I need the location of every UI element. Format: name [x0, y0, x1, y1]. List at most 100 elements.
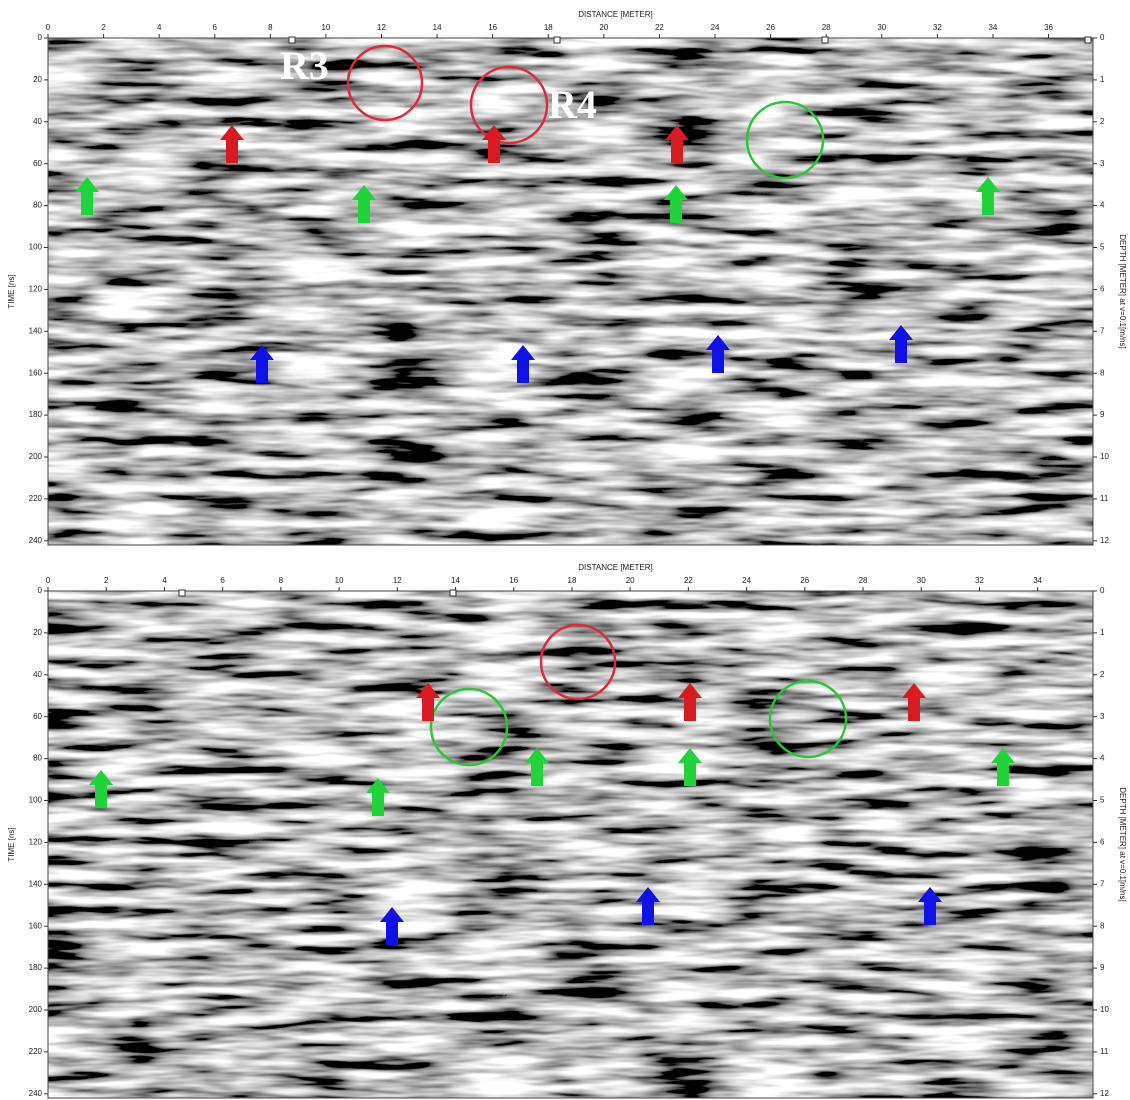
y-tick-label: 240: [29, 1089, 43, 1098]
y-tick-label: 140: [29, 879, 43, 888]
marker-square: [553, 36, 561, 44]
x-tick-label: 26: [766, 23, 775, 32]
arrow: [678, 748, 702, 786]
x-tick-label: 12: [377, 23, 386, 32]
highlight-circle: [346, 44, 424, 122]
y2-tick-label: 12: [1100, 1089, 1109, 1098]
y2-tick-label: 2: [1100, 117, 1105, 126]
y2-tick-label: 5: [1100, 796, 1105, 805]
y2-tick-label: 0: [1100, 586, 1105, 595]
arrow: [380, 907, 404, 945]
x-tick-label: 32: [933, 23, 942, 32]
y2-tick-label: 6: [1100, 838, 1105, 847]
y2-tick-label: 11: [1100, 494, 1109, 503]
marker-square: [449, 589, 457, 597]
x-tick-label: 16: [488, 23, 497, 32]
y2-tick-label: 11: [1100, 1047, 1109, 1056]
y-tick-label: 0: [38, 33, 43, 42]
arrow: [664, 185, 688, 223]
y-tick-label: 160: [29, 368, 43, 377]
marker-square: [288, 36, 296, 44]
y-axis-title: TIME [ns]: [7, 274, 16, 308]
y-tick-label: 100: [29, 796, 43, 805]
x-tick-label: 26: [800, 576, 809, 585]
y2-tick-label: 10: [1100, 452, 1109, 461]
highlight-circle: [469, 65, 549, 145]
y-axis-title: TIME [ns]: [7, 827, 16, 861]
highlight-circle: [745, 100, 825, 180]
x-tick-label: 6: [213, 23, 218, 32]
y2-tick-label: 2: [1100, 670, 1105, 679]
y-tick-label: 160: [29, 921, 43, 930]
highlight-circle: [429, 687, 509, 767]
y2-tick-label: 9: [1100, 963, 1105, 972]
x-tick-label: 24: [711, 23, 720, 32]
x-tick-label: 18: [544, 23, 553, 32]
y2-tick-label: 8: [1100, 921, 1105, 930]
y2-tick-label: 3: [1100, 159, 1105, 168]
x-tick-label: 34: [988, 23, 997, 32]
y2-tick-label: 8: [1100, 368, 1105, 377]
arrow: [511, 345, 535, 383]
x-tick-label: 14: [433, 23, 442, 32]
arrow: [991, 748, 1015, 786]
arrow: [220, 125, 244, 163]
arrow: [352, 185, 376, 223]
arrow: [366, 778, 390, 816]
x-tick-label: 2: [101, 23, 106, 32]
plot-frame: [47, 590, 1094, 1099]
arrow: [976, 177, 1000, 215]
annotation: R3: [280, 43, 329, 88]
x-tick-label: 28: [859, 576, 868, 585]
y2-tick-label: 4: [1100, 201, 1105, 210]
x-tick-label: 30: [877, 23, 886, 32]
y-tick-label: 120: [29, 285, 43, 294]
y-tick-label: 120: [29, 838, 43, 847]
y-tick-label: 200: [29, 1005, 43, 1014]
x-tick-label: 20: [599, 23, 608, 32]
x-tick-label: 32: [975, 576, 984, 585]
y2-tick-label: 12: [1100, 536, 1109, 545]
x-axis-title: DISTANCE [METER]: [578, 10, 653, 19]
x-tick-label: 6: [220, 576, 225, 585]
y-tick-label: 0: [38, 586, 43, 595]
x-tick-label: 36: [1044, 23, 1053, 32]
y2-axis-title: DEPTH [METER] at v=0.1[m/ns]: [1118, 234, 1127, 348]
y-tick-label: 180: [29, 410, 43, 419]
x-tick-label: 24: [742, 576, 751, 585]
x-tick-label: 28: [822, 23, 831, 32]
y2-tick-label: 6: [1100, 285, 1105, 294]
arrow: [416, 683, 440, 721]
arrow: [665, 125, 689, 163]
x-tick-label: 8: [268, 23, 273, 32]
y-tick-label: 240: [29, 536, 43, 545]
y-tick-label: 40: [33, 670, 42, 679]
x-tick-label: 4: [157, 23, 162, 32]
arrow: [250, 345, 274, 383]
annotation: R4: [548, 82, 597, 127]
x-axis-title: DISTANCE [METER]: [578, 563, 653, 572]
y-tick-label: 20: [33, 628, 42, 637]
x-tick-label: 18: [568, 576, 577, 585]
y2-tick-label: 0: [1100, 33, 1105, 42]
x-tick-label: 20: [626, 576, 635, 585]
y2-tick-label: 9: [1100, 410, 1105, 419]
x-tick-label: 0: [46, 23, 51, 32]
x-tick-label: 10: [321, 23, 330, 32]
y-tick-label: 60: [33, 712, 42, 721]
y2-tick-label: 1: [1100, 628, 1105, 637]
y-tick-label: 200: [29, 452, 43, 461]
x-tick-label: 2: [104, 576, 109, 585]
arrow: [918, 887, 942, 925]
radargram-image: [48, 591, 1093, 1098]
y2-tick-label: 7: [1100, 326, 1105, 335]
y2-tick-label: 3: [1100, 712, 1105, 721]
y2-axis-title: DEPTH [METER] at v=0.1[m/ns]: [1118, 787, 1127, 901]
y-tick-label: 220: [29, 494, 43, 503]
marker-square: [1084, 36, 1092, 44]
x-tick-label: 12: [393, 576, 402, 585]
arrow: [678, 683, 702, 721]
y-tick-label: 80: [33, 201, 42, 210]
highlight-circle: [768, 679, 848, 759]
x-tick-label: 4: [162, 576, 167, 585]
